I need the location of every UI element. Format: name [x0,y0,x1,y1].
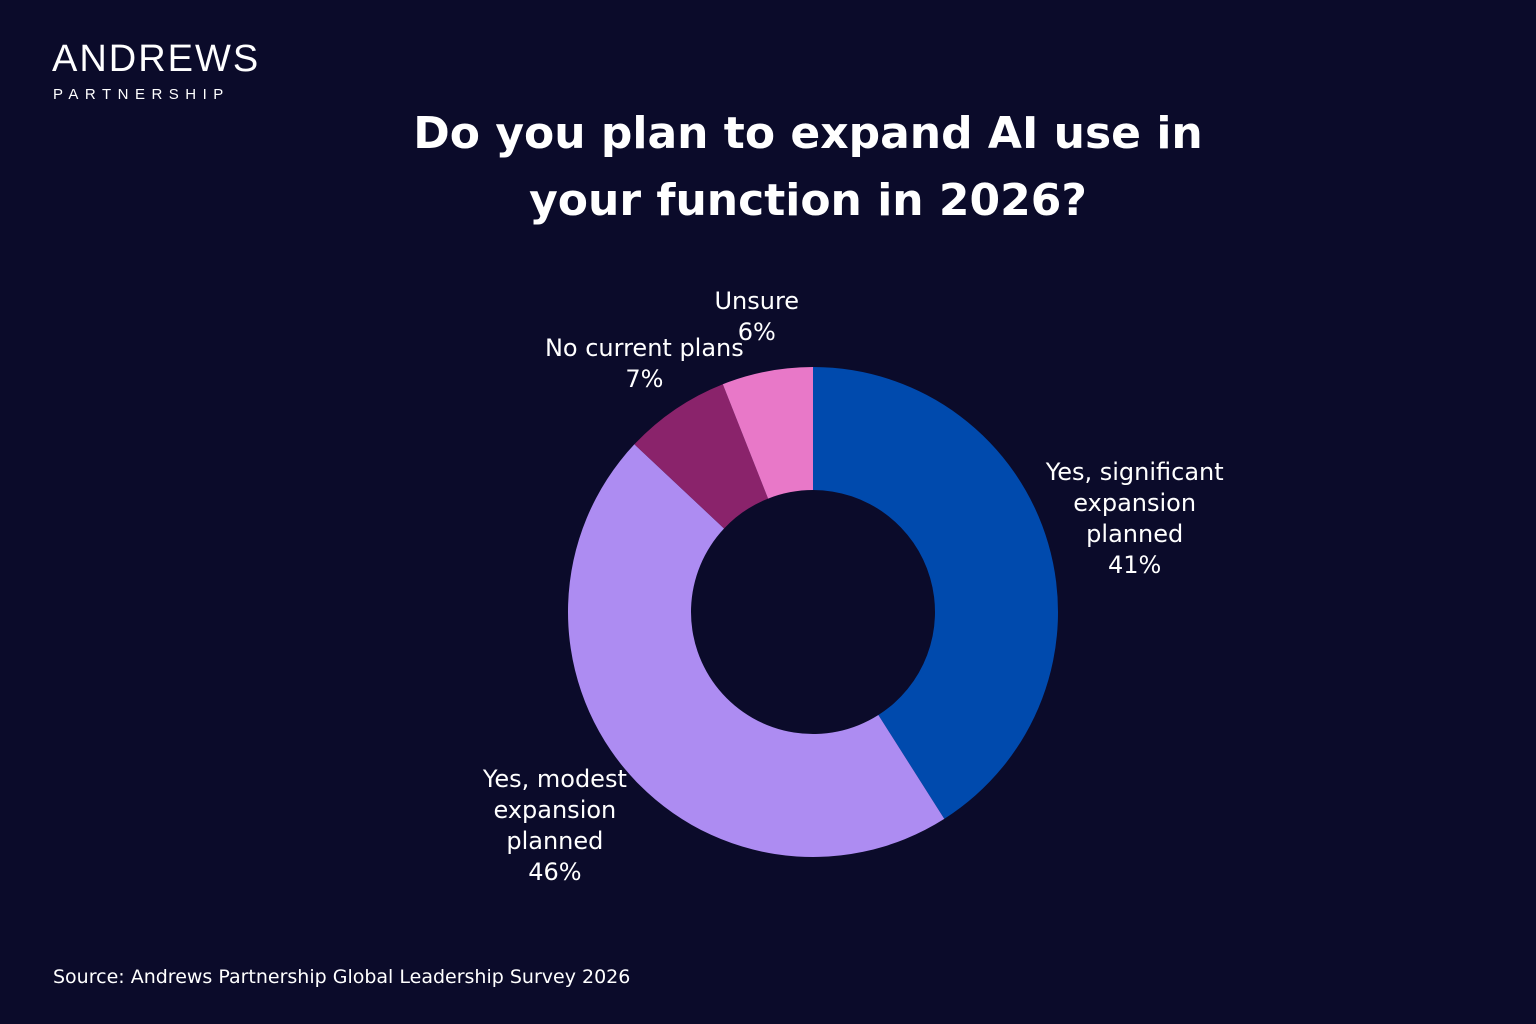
logo-tagline: PARTNERSHIP [53,86,230,103]
category-label: Yes, significant expansion planned [1045,457,1224,548]
slice-label: Yes, significant expansion planned 41% [1025,457,1245,581]
donut-slice [813,367,1058,819]
source-note: Source: Andrews Partnership Global Leade… [53,966,631,988]
value-label: 6% [737,318,776,347]
slice-label: Yes, modest expansion planned 46% [445,764,665,888]
slice-label: No current plans 7% [534,333,754,395]
category-label: Yes, modest expansion planned [482,764,627,855]
donut-slice [568,444,945,858]
value-label: 46% [528,857,582,886]
chart-title: Do you plan to expand AI use in your fun… [413,108,1203,226]
category-label: Unsure [714,287,800,316]
donut-slice [722,367,813,499]
value-label: 41% [1108,550,1162,579]
category-label: No current plans [544,333,744,362]
logo-name: ANDREWS [52,38,261,80]
value-label: 7% [625,364,664,393]
donut-slice [634,384,769,529]
slice-label: Unsure 6% [647,286,867,348]
